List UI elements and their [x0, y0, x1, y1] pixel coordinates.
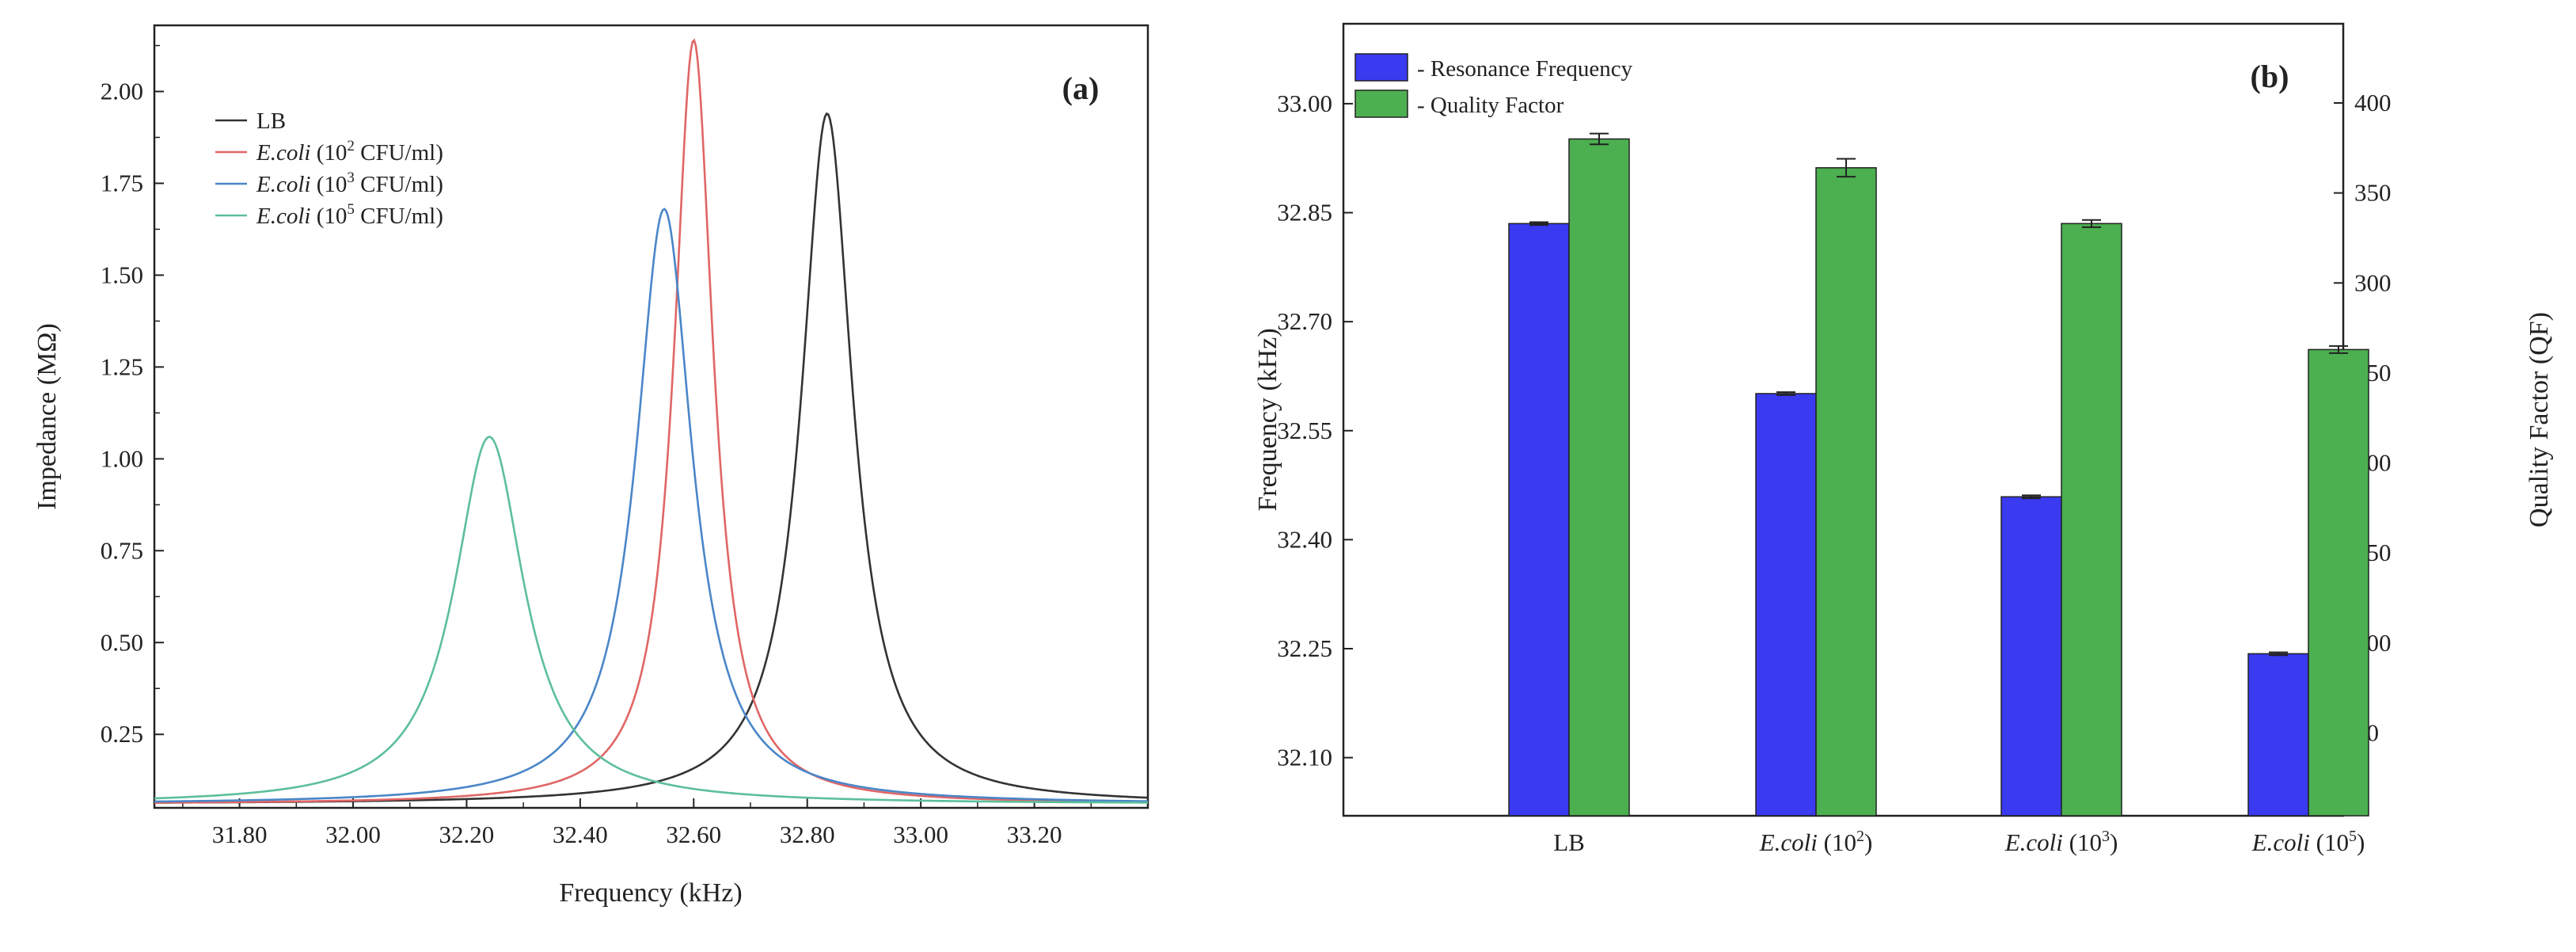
panel-b-label: (b) — [2251, 59, 2289, 94]
y-tick-label: 1.75 — [101, 169, 143, 196]
series-line-ecoli-10e2 — [154, 38, 1149, 804]
resonance-frequency-bar — [1755, 393, 1817, 817]
y-tick-label: 1.25 — [101, 352, 143, 380]
resonance-frequency-bar — [2247, 653, 2309, 817]
category-label: E.coli (105) — [2251, 828, 2365, 856]
quality-factor-bar — [2061, 223, 2122, 817]
y-tick-label: 2.00 — [101, 77, 143, 105]
y-tick-label: 0.50 — [101, 628, 143, 656]
panel-a-label: (a) — [1062, 70, 1100, 106]
series-line-ecoli-10e5 — [154, 436, 1149, 804]
panel-b-ticks: 32.1032.2532.4032.5532.7032.8533.0050100… — [1277, 89, 2391, 856]
legend-entry: LB — [256, 109, 286, 134]
quality-factor-bar — [1568, 138, 1630, 817]
panel-b-bars — [1508, 132, 2369, 817]
quality-factor-bar — [2308, 348, 2369, 817]
x-tick-label: 32.60 — [666, 821, 721, 848]
x-tick-label: 32.00 — [325, 821, 381, 848]
legend-entry: E.coli (105 CFU/ml) — [256, 201, 443, 229]
legend-entry: E.coli (103 CFU/ml) — [256, 169, 443, 197]
category-label: E.coli (103) — [2004, 828, 2118, 856]
panel-a-y-axis-label: Impedance (MΩ) — [32, 323, 62, 510]
x-tick-label: 32.20 — [439, 821, 495, 848]
resonance-frequency-bar — [1508, 223, 1570, 817]
right-tick-label: 400 — [2354, 89, 2392, 116]
series-line-ecoli-10e3 — [154, 208, 1149, 803]
panel-a-curves — [154, 38, 1149, 804]
x-tick-label: 33.00 — [893, 821, 948, 848]
left-tick-label: 33.00 — [1277, 89, 1332, 117]
category-label: E.coli (102) — [1759, 828, 1873, 856]
legend-entry: - Quality Factor — [1417, 93, 1564, 118]
right-tick-label: 350 — [2354, 179, 2392, 207]
panel-a-x-axis-label: Frequency (kHz) — [559, 878, 742, 908]
panel-b-bar-chart: 32.1032.2532.4032.5532.7032.8533.0050100… — [1253, 22, 2554, 856]
y-tick-label: 0.25 — [101, 720, 143, 748]
left-tick-label: 32.25 — [1277, 634, 1332, 662]
left-tick-label: 32.40 — [1277, 525, 1332, 553]
legend-swatch — [1354, 53, 1408, 82]
quality-factor-bar — [1815, 167, 1877, 817]
left-tick-label: 32.70 — [1277, 307, 1332, 335]
panel-a-impedance-chart: 31.80 32.00 32.20 32.40 32.60 32.80 33.00 33.20… — [32, 24, 1149, 908]
x-tick-label: 33.20 — [1007, 821, 1062, 848]
y-tick-label: 1.00 — [101, 444, 143, 472]
left-tick-label: 32.55 — [1277, 417, 1332, 444]
y-tick-label: 0.75 — [101, 536, 143, 564]
y-tick-label: 1.50 — [101, 261, 143, 288]
panel-a-frame — [153, 24, 1149, 809]
panel-a-legend: LB E.coli (102 CFU/ml) E.coli (103 CFU/ml)… — [215, 109, 443, 229]
resonance-frequency-bar — [2000, 496, 2062, 817]
left-tick-label: 32.85 — [1277, 199, 1332, 227]
panel-b-legend: - Resonance Frequency - Quality Factor — [1354, 53, 1633, 118]
category-label: LB — [1553, 828, 1585, 856]
left-tick-label: 32.10 — [1277, 744, 1332, 771]
panel-b-left-axis-label: Frequency (kHz) — [1253, 328, 1282, 511]
legend-entry: - Resonance Frequency — [1417, 56, 1633, 82]
x-tick-label: 32.40 — [553, 821, 608, 848]
panel-b-right-axis-label: Quality Factor (QF) — [2525, 312, 2554, 527]
panel-a-ticks: 31.80 32.00 32.20 32.40 32.60 32.80 33.00 33.20… — [101, 44, 1092, 848]
x-tick-label: 32.80 — [780, 821, 835, 848]
x-tick-label: 31.80 — [212, 821, 268, 848]
legend-entry: E.coli (102 CFU/ml) — [256, 138, 443, 166]
legend-swatch — [1354, 89, 1408, 118]
right-tick-label: 300 — [2354, 268, 2392, 296]
